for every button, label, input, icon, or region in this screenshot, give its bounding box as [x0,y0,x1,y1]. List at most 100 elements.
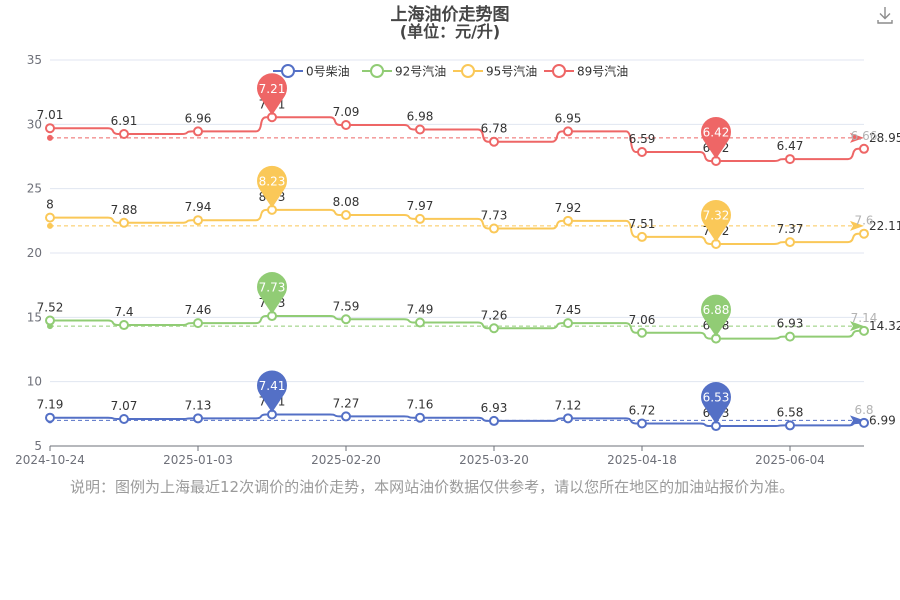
series-line [50,413,864,428]
extreme-markers: 7.41 6.53 7.73 6.88 8.23 7.32 7.21 6.42 [257,73,731,425]
legend-item[interactable]: 89号汽油 [544,64,628,79]
data-label: 7.97 [407,199,434,213]
chart-note: 说明：图例为上海最近12次调价的油价走势，本网站油价数据仅供参考，请以您所在地区… [70,478,795,496]
series-lines [45,112,869,432]
data-point [119,128,129,139]
y-tick-label: 25 [27,182,42,196]
chart-title: 上海油价走势图 [391,4,510,25]
max-pin-label: 7.21 [259,82,286,96]
data-label: 7.51 [629,217,656,231]
min-pin [701,117,731,148]
data-label: 7.59 [333,299,360,313]
data-label: 7.16 [407,398,434,412]
legend-label: 0号柴油 [306,65,350,79]
average-lines: 6.99 14.32 22.11 28.95 [47,131,900,427]
data-label: 6.59 [629,132,656,146]
grid-lines [50,59,864,383]
min-pin-label: 7.32 [703,208,730,222]
data-point [489,323,499,334]
data-point [563,215,573,226]
y-tick-label: 10 [27,375,42,389]
min-pin-label: 6.42 [703,126,730,140]
min-pin-label: 6.88 [703,303,730,317]
min-pin [701,382,731,413]
data-point [859,417,869,428]
average-arrow [850,321,864,332]
average-label: 6.99 [869,413,896,427]
data-point [193,413,203,424]
y-tick-label: 15 [27,310,42,324]
average-label: 14.32 [869,319,900,333]
legend-item[interactable]: 95号汽油 [453,64,537,79]
data-point [415,124,425,135]
min-pin-label: 6.53 [703,391,730,405]
data-label: 6.95 [555,111,582,125]
y-tick-label: 35 [27,53,42,67]
data-point [193,126,203,137]
series-line [50,208,864,245]
y-tick-label: 20 [27,246,42,260]
x-tick-label: 2025-04-18 [607,453,677,467]
data-label: 7.19 [37,398,64,412]
data-label: 7.26 [481,308,508,322]
legend-marker [461,64,475,78]
min-pin [701,294,731,325]
data-label: 6.8 [854,403,873,417]
legend-marker [370,64,384,78]
x-tick-label: 2025-06-04 [755,453,825,467]
data-label: 6.96 [185,111,212,125]
chart-subtitle: (单位：元/升) [400,22,500,41]
data-point [415,213,425,224]
legend[interactable]: 0号柴油 92号汽油 95号汽油 89号汽油 [273,64,628,79]
data-label: 6.98 [407,109,434,123]
data-point [785,237,795,248]
data-label: 7.37 [777,222,804,236]
data-label: 7.01 [37,108,64,122]
max-pin [257,272,287,303]
data-point [563,318,573,329]
data-point [785,331,795,342]
data-point [119,320,129,331]
data-label: 7.52 [37,301,64,315]
average-arrow [850,132,864,143]
data-point [45,412,55,423]
data-point [489,415,499,426]
data-label: 7.09 [333,105,360,119]
average-label: 22.11 [869,219,900,233]
data-label: 7.07 [111,399,138,413]
data-point [489,223,499,234]
legend-item[interactable]: 0号柴油 [273,64,350,79]
data-point [637,327,647,338]
data-label: 7.13 [185,398,212,412]
data-labels: 7.19 7.07 7.13 7.41 7.27 7.16 6.93 7.12 6.72 6.53… [37,97,878,420]
data-point [45,123,55,134]
x-tick-label: 2025-01-03 [163,453,233,467]
data-label: 8.08 [333,195,360,209]
average-arrow [850,220,864,231]
data-point [193,318,203,329]
data-label: 7.27 [333,396,360,410]
data-label: 7.4 [114,305,133,319]
data-label: 7.45 [555,303,582,317]
data-point [341,210,351,221]
y-tick-label: 5 [34,439,42,453]
legend-item[interactable]: 92号汽油 [362,64,446,79]
download-icon [877,7,893,24]
download-button[interactable] [874,4,896,26]
data-label: 7.12 [555,398,582,412]
data-point [341,411,351,422]
data-point [415,317,425,328]
data-point [563,126,573,137]
data-label: 7.88 [111,203,138,217]
data-label: 7.46 [185,303,212,317]
data-point [859,325,869,336]
data-label: 6.78 [481,122,508,136]
data-label: 6.93 [481,401,508,415]
data-point [859,228,869,239]
data-point [563,413,573,424]
data-point [193,215,203,226]
data-point [119,413,129,424]
data-point [45,212,55,223]
